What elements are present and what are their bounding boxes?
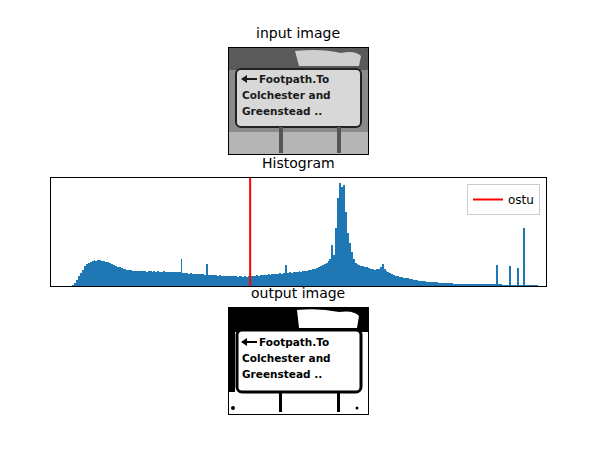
svg-text:input image: input image (256, 25, 340, 41)
svg-text:Histogram: Histogram (262, 155, 335, 171)
svg-text:ostu: ostu (508, 193, 534, 207)
svg-text:output image: output image (251, 285, 345, 301)
svg-text:Colchester and: Colchester and (242, 89, 331, 101)
svg-text:Greenstead ..: Greenstead .. (242, 105, 322, 117)
svg-text:Colchester and: Colchester and (242, 352, 331, 364)
svg-text:Greenstead ..: Greenstead .. (242, 368, 322, 380)
svg-text:Footpath.To: Footpath.To (259, 336, 329, 348)
svg-text:Footpath.To: Footpath.To (259, 73, 329, 85)
